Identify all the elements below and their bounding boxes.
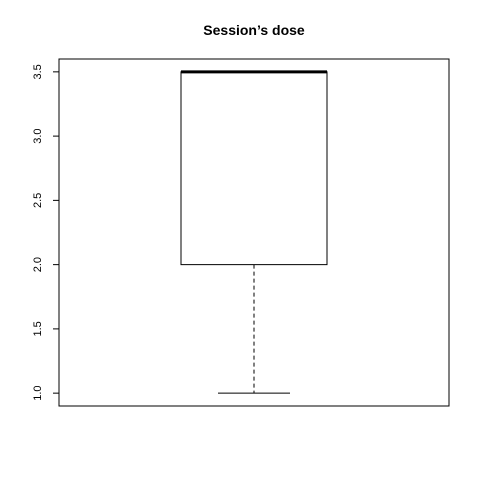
- chart-title: Session’s dose: [203, 22, 305, 38]
- y-tick-label: 2.0: [32, 257, 44, 272]
- y-tick-label: 2.5: [32, 193, 44, 208]
- y-tick-label: 1.5: [32, 321, 44, 336]
- y-tick-label: 3.0: [32, 128, 44, 143]
- plot-frame: [58, 58, 450, 407]
- y-axis-ticks: 1.0 1.5 2.0 2.5 3.0 3.5: [32, 64, 59, 401]
- y-tick-label: 3.5: [32, 64, 44, 79]
- box-plot: [180, 70, 328, 394]
- iqr-box: [180, 71, 328, 266]
- y-tick-label: 1.0: [32, 385, 44, 400]
